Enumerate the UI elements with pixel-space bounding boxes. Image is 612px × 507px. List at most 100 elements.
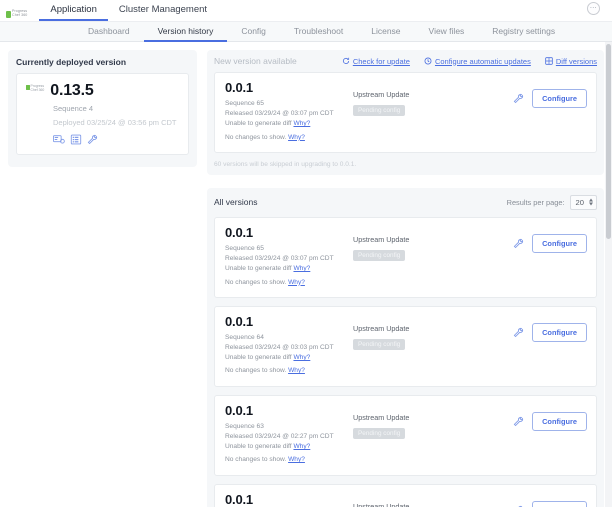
topnav-item-application[interactable]: Application bbox=[39, 4, 108, 21]
currently-deployed-title: Currently deployed version bbox=[16, 57, 127, 67]
upstream-update-title: Upstream Update bbox=[353, 501, 410, 507]
diff-status-text: Unable to generate diff bbox=[225, 265, 292, 273]
upstream-update-title: Upstream Update bbox=[353, 90, 410, 99]
configure-button[interactable]: Configure bbox=[532, 411, 587, 431]
version-diff-status: Unable to generate diff Why? bbox=[225, 264, 353, 274]
wrench-icon[interactable] bbox=[513, 327, 525, 338]
tab-dashboard[interactable]: Dashboard bbox=[88, 26, 130, 36]
diff-status-text: Unable to generate diff bbox=[225, 354, 292, 362]
table-row: 0.0.1 Sequence 63 Released 03/29/24 @ 02… bbox=[214, 394, 597, 476]
grid-icon bbox=[545, 57, 553, 65]
brand-logo[interactable]: Progress Chef 360 bbox=[6, 10, 27, 18]
stepper-arrows-icon bbox=[589, 198, 593, 206]
wrench-icon[interactable] bbox=[513, 238, 525, 249]
diff-versions-label: Diff versions bbox=[555, 56, 597, 66]
version-sequence: Sequence 65 bbox=[225, 244, 264, 252]
row-separator bbox=[214, 476, 597, 484]
deployed-action-icons bbox=[53, 134, 179, 145]
upstream-update-title: Upstream Update bbox=[353, 234, 410, 244]
status-badge: Pending config bbox=[353, 249, 406, 261]
deployed-version-number: 0.13.5 bbox=[50, 82, 94, 99]
clock-icon bbox=[424, 57, 432, 65]
changes-status-text: No changes to show. bbox=[225, 133, 287, 141]
version-number: 0.0.1 bbox=[225, 402, 253, 418]
version-changes-status: No changes to show. Why? bbox=[225, 278, 353, 288]
version-changes-status: No changes to show. Why? bbox=[225, 366, 353, 376]
table-row: 0.0.1 Sequence 65 Released 03/29/24 @ 03… bbox=[214, 216, 597, 298]
brand-line-1: Progress bbox=[12, 9, 28, 14]
check-for-update-label: Check for update bbox=[352, 56, 410, 66]
changes-status-text: No changes to show. bbox=[225, 456, 287, 464]
left-column: Currently deployed version Progress Chef… bbox=[0, 42, 205, 507]
row-separator bbox=[214, 387, 597, 395]
tab-registry-settings[interactable]: Registry settings bbox=[492, 26, 556, 36]
currently-deployed-card: Progress Chef 360 0.13.5 Sequence 4 Depl… bbox=[16, 73, 189, 155]
results-per-page-label: Results per page: bbox=[506, 197, 565, 207]
upstream-update-title: Upstream Update bbox=[353, 412, 410, 422]
page-body: Currently deployed version Progress Chef… bbox=[0, 42, 612, 507]
sub-navigation-bar: Dashboard Version history Config Trouble… bbox=[0, 21, 612, 42]
status-badge: Pending config bbox=[353, 338, 406, 350]
diff-why-link[interactable]: Why? bbox=[293, 120, 311, 128]
diff-why-link[interactable]: Why? bbox=[293, 265, 311, 273]
tab-troubleshoot[interactable]: Troubleshoot bbox=[293, 26, 344, 36]
diff-status-text: Unable to generate diff bbox=[225, 120, 292, 128]
vertical-scrollbar[interactable] bbox=[605, 42, 612, 507]
topnav-item-cluster-management[interactable]: Cluster Management bbox=[118, 4, 208, 15]
avatar[interactable]: ⋯ bbox=[587, 2, 600, 15]
currently-deployed-panel: Currently deployed version Progress Chef… bbox=[8, 50, 197, 167]
wrench-icon[interactable] bbox=[513, 93, 525, 104]
wrench-icon[interactable] bbox=[87, 134, 99, 145]
configure-button[interactable]: Configure bbox=[532, 500, 587, 507]
deployed-sequence: Sequence 4 bbox=[53, 104, 94, 113]
tab-license[interactable]: License bbox=[371, 26, 401, 36]
results-per-page: Results per page: 20 bbox=[506, 194, 597, 210]
brand-mark-icon bbox=[6, 10, 11, 18]
top-nav-items: Application Cluster Management bbox=[39, 0, 218, 21]
version-changes-status: No changes to show. Why? bbox=[225, 455, 353, 465]
changes-why-link[interactable]: Why? bbox=[288, 278, 305, 286]
results-per-page-value: 20 bbox=[575, 197, 584, 207]
wrench-icon[interactable] bbox=[513, 416, 525, 427]
wrench-icon[interactable] bbox=[513, 505, 525, 507]
version-released: Released 03/29/24 @ 03:03 pm CDT bbox=[225, 343, 334, 351]
changes-status-text: No changes to show. bbox=[225, 367, 287, 375]
diff-why-link[interactable]: Why? bbox=[293, 354, 311, 362]
brand-line-2: Chef 360 bbox=[12, 13, 28, 18]
version-number: 0.0.1 bbox=[225, 491, 253, 507]
tab-config[interactable]: Config bbox=[241, 26, 266, 36]
version-diff-status: Unable to generate diff Why? bbox=[225, 119, 353, 129]
changes-why-link[interactable]: Why? bbox=[288, 133, 305, 141]
deployed-timestamp: Deployed 03/25/24 @ 03:56 pm CDT bbox=[53, 118, 177, 127]
configure-automatic-updates-label: Configure automatic updates bbox=[434, 56, 531, 66]
diff-status-text: Unable to generate diff bbox=[225, 443, 292, 451]
configure-button[interactable]: Configure bbox=[532, 322, 587, 342]
refresh-icon bbox=[342, 57, 349, 65]
avatar-glyph: ⋯ bbox=[589, 5, 598, 12]
results-per-page-select[interactable]: 20 bbox=[569, 194, 597, 210]
new-version-actions: Check for update Configure automatic upd… bbox=[342, 57, 597, 66]
configure-button[interactable]: Configure bbox=[532, 89, 587, 108]
scrollbar-thumb[interactable] bbox=[606, 44, 611, 239]
configure-automatic-updates-button[interactable]: Configure automatic updates bbox=[424, 57, 531, 66]
tab-version-history[interactable]: Version history bbox=[143, 22, 228, 42]
version-sequence: Sequence 64 bbox=[225, 333, 264, 341]
version-diff-status: Unable to generate diff Why? bbox=[225, 353, 353, 363]
configure-button[interactable]: Configure bbox=[532, 233, 587, 253]
tab-view-files[interactable]: View files bbox=[428, 26, 465, 36]
version-released: Released 03/29/24 @ 02:27 pm CDT bbox=[225, 432, 334, 440]
changes-why-link[interactable]: Why? bbox=[288, 456, 305, 464]
new-version-title: New version available bbox=[214, 56, 297, 66]
row-separator bbox=[214, 298, 597, 306]
diff-versions-button[interactable]: Diff versions bbox=[545, 57, 597, 66]
logs-icon[interactable] bbox=[53, 134, 65, 145]
version-sequence: Sequence 65 bbox=[225, 100, 264, 107]
changes-why-link[interactable]: Why? bbox=[288, 367, 305, 375]
config-list-icon[interactable] bbox=[70, 134, 82, 145]
all-versions-panel: All versions Results per page: 20 0.0.1 bbox=[207, 187, 604, 507]
diff-why-link[interactable]: Why? bbox=[293, 443, 311, 451]
check-for-update-button[interactable]: Check for update bbox=[342, 57, 410, 66]
version-sequence: Sequence 63 bbox=[225, 422, 264, 430]
version-number: 0.0.1 bbox=[225, 313, 253, 329]
brand-mark-icon bbox=[26, 85, 30, 90]
